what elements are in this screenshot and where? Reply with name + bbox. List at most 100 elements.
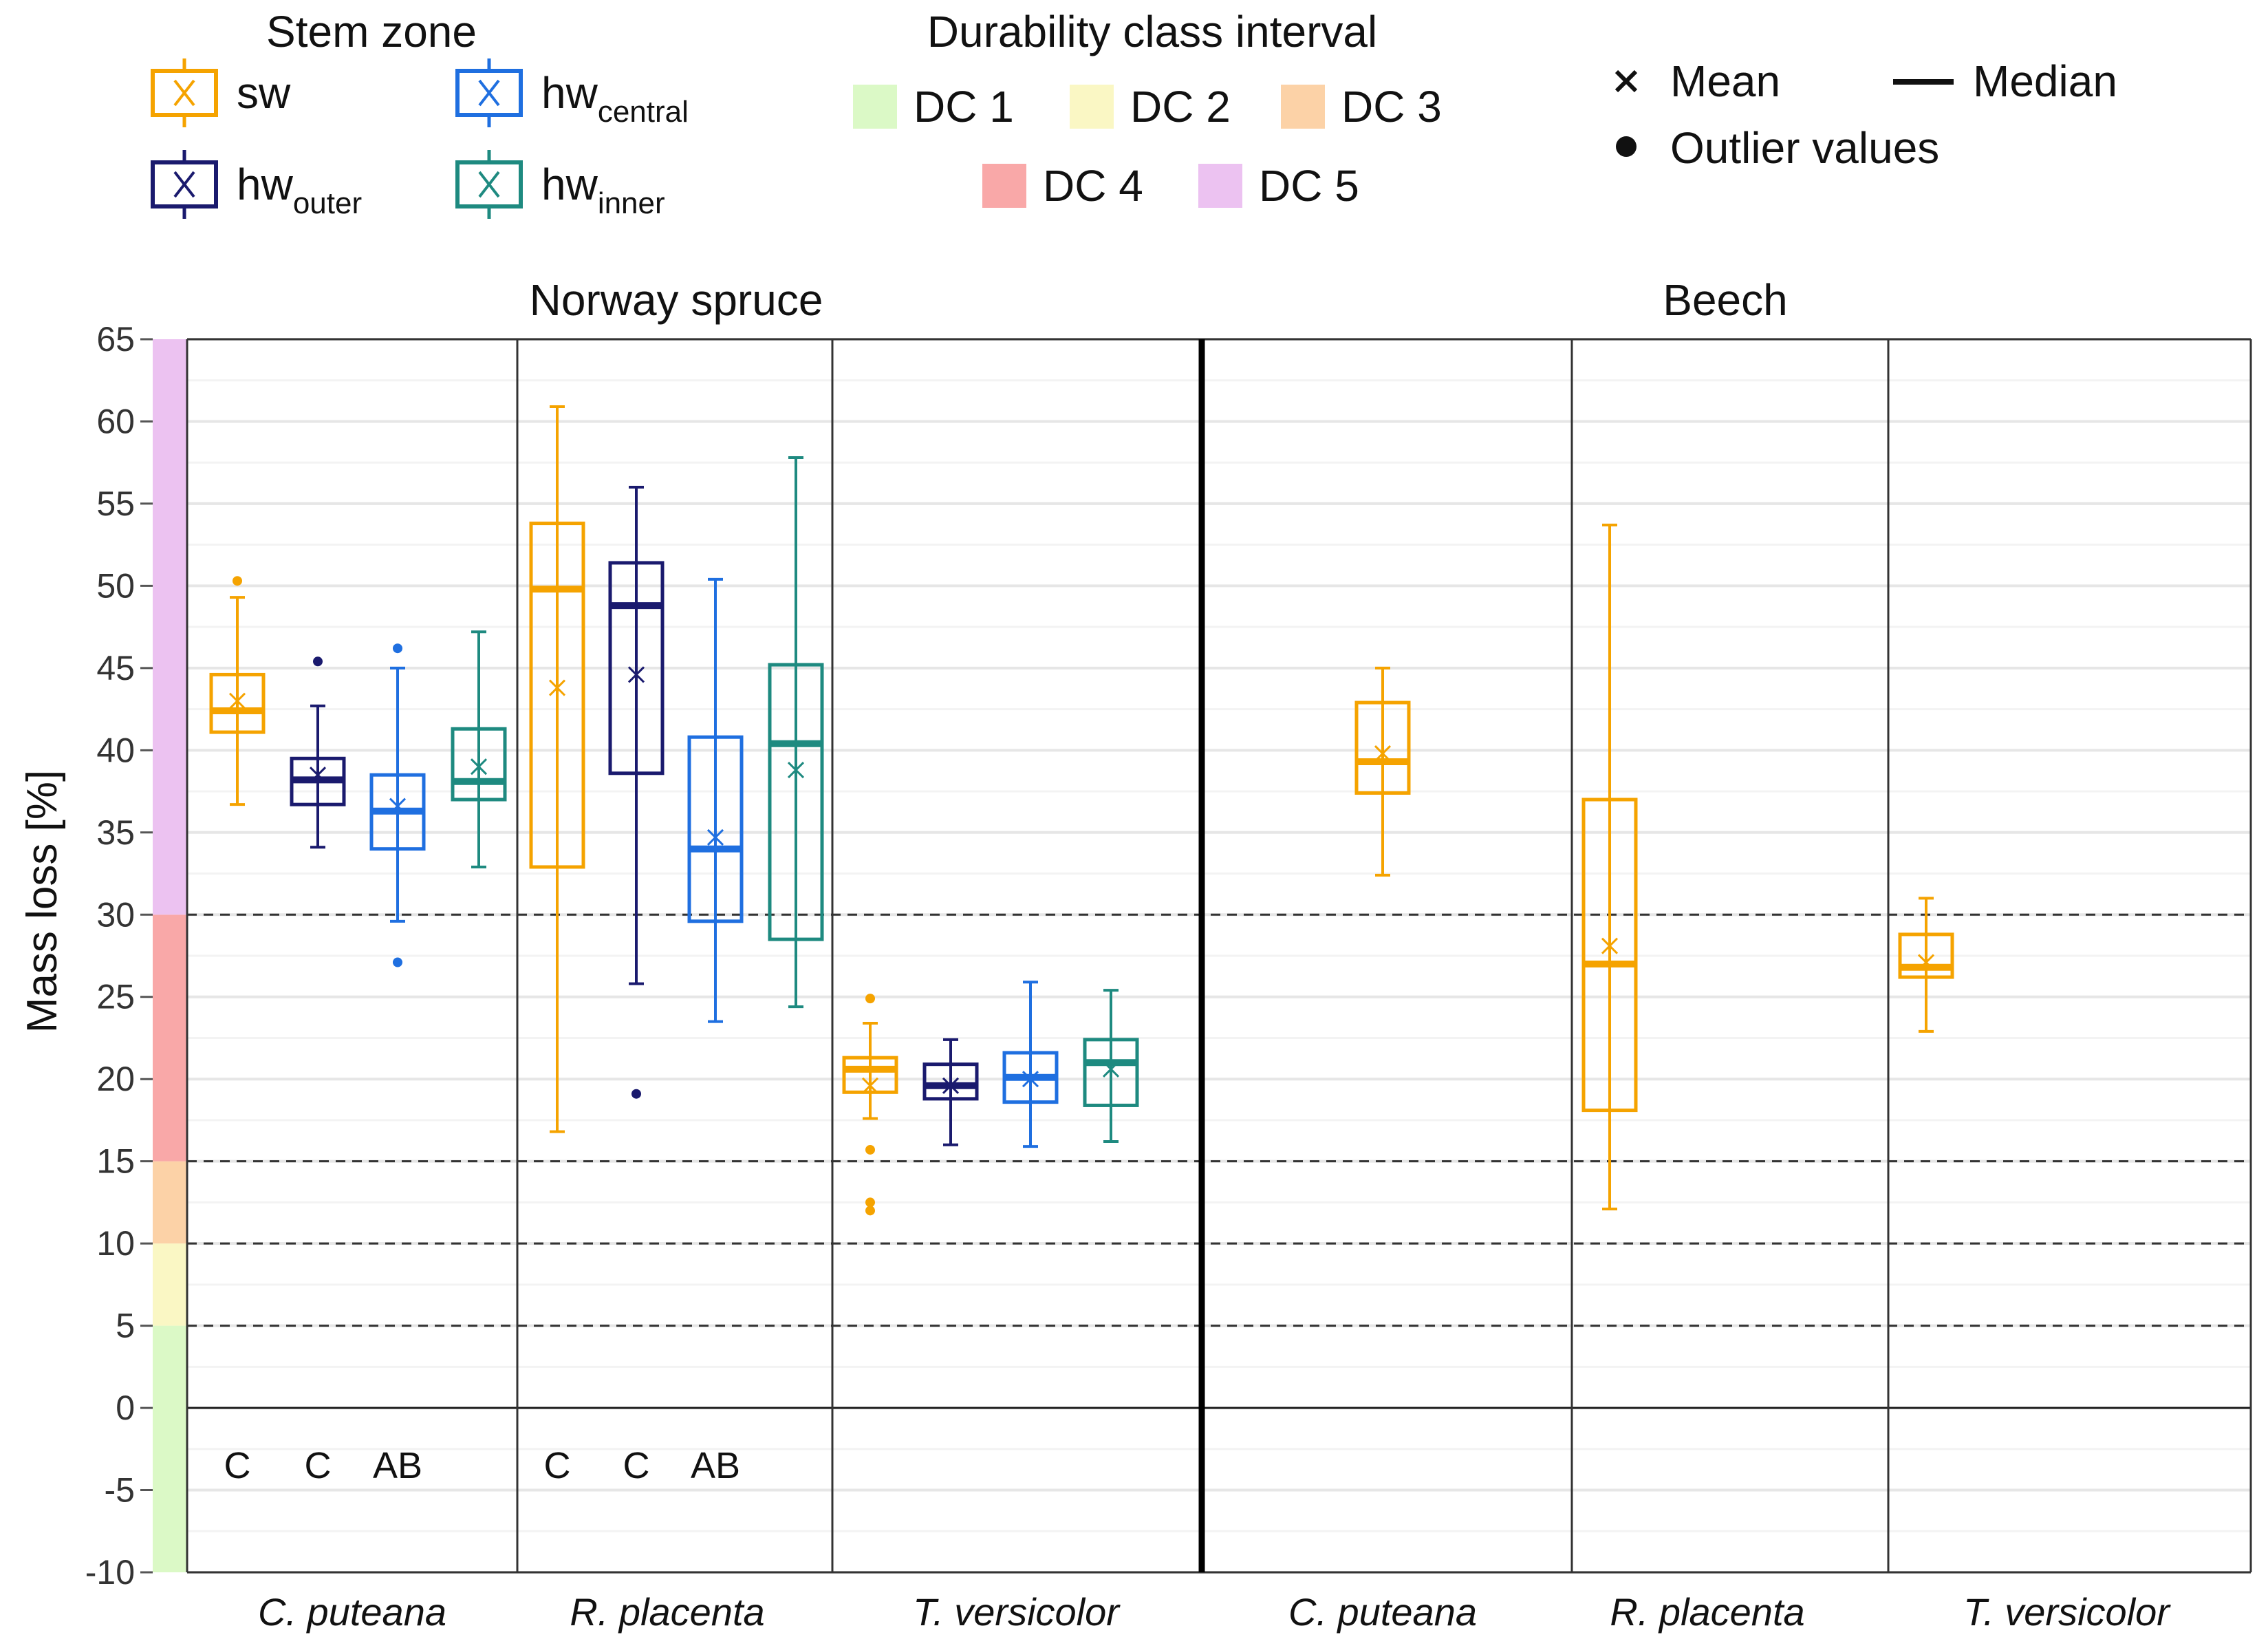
- legend-box: [455, 69, 523, 117]
- legend-stem-label-hw-central: hwcentral: [541, 68, 689, 129]
- y-tick-label: 40: [96, 731, 135, 769]
- box-iqr: [687, 735, 744, 923]
- outlier-symbol-icon: [1616, 136, 1637, 157]
- mean-marker: [309, 767, 327, 784]
- dc-band-dc-2: [153, 1243, 187, 1326]
- y-tick-label: 50: [96, 566, 135, 605]
- dc-band-dc-1: [153, 1325, 187, 1572]
- legend-stem-item-hw-inner: hwinner: [455, 150, 665, 220]
- legend-stem-item-hw-outer: hwouter: [151, 150, 362, 220]
- significance-letter: C: [623, 1445, 650, 1486]
- y-tick-label: 60: [96, 402, 135, 440]
- group-norway-spruce-t-versicolor: T. versicolor: [842, 981, 1139, 1634]
- legend-durability: Durability class interval DC 1 DC 2 DC 3 DC…: [853, 7, 1442, 211]
- box-norway-spruce-t-versicolor-hw-outer: [922, 1038, 979, 1146]
- y-tick-label: 30: [96, 895, 135, 934]
- legend-mean-mark: [478, 171, 500, 198]
- box-norway-spruce-r-placenta-sw: [529, 405, 585, 1133]
- mean-symbol-icon: [1614, 69, 1638, 93]
- outlier-point: [393, 643, 402, 654]
- mean-marker: [228, 692, 246, 709]
- fungus-label-norway-spruce-c-puteana: C. puteana: [258, 1590, 446, 1634]
- legend-dc-item-dc-1: DC 1: [853, 82, 1014, 131]
- box-iqr: [768, 663, 824, 941]
- box-iqr: [1083, 1038, 1139, 1107]
- fungus-label-beech-t-versicolor: T. versicolor: [1963, 1590, 2171, 1634]
- y-tick-label: 15: [96, 1142, 135, 1181]
- outlier-point: [865, 1144, 875, 1155]
- legend-dc-swatch: [1281, 85, 1325, 129]
- outlier-point: [865, 994, 875, 1004]
- box-beech-r-placenta-sw: [1581, 523, 1638, 1210]
- y-tick-label: 25: [96, 978, 135, 1016]
- mean-marker: [861, 1077, 879, 1094]
- y-tick-label: -5: [105, 1471, 135, 1510]
- group-norway-spruce-r-placenta: C C AB R. placenta: [529, 405, 824, 1634]
- outlier-point: [865, 1206, 875, 1216]
- mean-marker: [389, 798, 407, 815]
- outlier-point: [865, 1197, 875, 1208]
- fungus-label-norway-spruce-r-placenta: R. placenta: [570, 1590, 764, 1634]
- mean-marker: [627, 666, 645, 683]
- y-tick-label: 5: [116, 1307, 135, 1345]
- box-norway-spruce-c-puteana-hw-central: [369, 643, 426, 967]
- legend-dc-label-dc-1: DC 1: [914, 82, 1014, 131]
- legend-dc-item-dc-3: DC 3: [1281, 82, 1442, 131]
- y-tick-label: 35: [96, 813, 135, 852]
- outlier-point: [313, 656, 323, 667]
- legend-dc-label-dc-2: DC 2: [1130, 82, 1231, 131]
- outlier-point: [393, 957, 402, 967]
- dc-band-dc-5: [153, 339, 187, 915]
- significance-letter: C: [305, 1445, 332, 1486]
- box-norway-spruce-t-versicolor-sw: [842, 994, 898, 1216]
- legend-stem-item-sw: sw: [151, 58, 291, 127]
- outlier-point: [631, 1089, 641, 1099]
- box-iqr: [529, 522, 585, 869]
- significance-letter: C: [224, 1445, 251, 1486]
- legend-stem-label-hw-inner: hwinner: [541, 160, 665, 220]
- box-iqr: [451, 727, 507, 802]
- legend-stem-zone: Stem zone sw hwouter hwcentral hwinner: [151, 7, 689, 220]
- fungus-label-norway-spruce-t-versicolor: T. versicolor: [913, 1590, 1121, 1634]
- box-iqr: [1354, 700, 1411, 795]
- y-tick-label: -10: [85, 1553, 135, 1592]
- mean-marker: [1102, 1060, 1120, 1078]
- box-beech-c-puteana-sw: [1354, 666, 1411, 877]
- box-iqr: [1898, 932, 1954, 979]
- dc-band-dc-4: [153, 914, 187, 1162]
- dc-band-dc-3: [153, 1161, 187, 1244]
- mean-marker: [787, 761, 805, 779]
- facet-title-norway-spruce: Norway spruce: [530, 275, 823, 325]
- box-norway-spruce-c-puteana-hw-inner: [451, 630, 507, 868]
- y-tick-label: 0: [116, 1389, 135, 1427]
- group-beech-r-placenta: R. placenta: [1581, 523, 1805, 1634]
- mean-marker: [548, 679, 566, 696]
- legend-durability-title: Durability class interval: [927, 7, 1377, 56]
- legend-stem-sub-hw-central: central: [598, 95, 689, 129]
- group-beech-c-puteana: C. puteana: [1288, 666, 1477, 1634]
- significance-letter: AB: [373, 1445, 422, 1486]
- facet-title-beech: Beech: [1663, 275, 1787, 325]
- legend-stem-zone-title: Stem zone: [266, 7, 477, 56]
- legend-stem-sub-hw-outer: outer: [293, 186, 362, 220]
- mean-marker: [1601, 937, 1619, 954]
- legend-stem-label-hw-outer: hwouter: [237, 160, 362, 220]
- mean-marker: [1022, 1071, 1039, 1088]
- box-norway-spruce-t-versicolor-hw-central: [1002, 981, 1059, 1148]
- mean-marker: [1917, 954, 1935, 971]
- box-norway-spruce-r-placenta-hw-outer: [608, 486, 665, 1099]
- box-iqr: [209, 672, 266, 734]
- box-iqr: [842, 1056, 898, 1094]
- box-norway-spruce-c-puteana-hw-outer: [290, 656, 346, 849]
- box-iqr: [1581, 798, 1638, 1113]
- mean-marker: [706, 828, 724, 846]
- fungus-label-beech-c-puteana: C. puteana: [1288, 1590, 1477, 1634]
- box-norway-spruce-t-versicolor-hw-inner: [1083, 989, 1139, 1143]
- fungus-label-beech-r-placenta: R. placenta: [1610, 1590, 1804, 1634]
- y-tick-label: 65: [96, 320, 135, 359]
- significance-letter: C: [544, 1445, 571, 1486]
- legend-dc-label-dc-5: DC 5: [1259, 161, 1359, 211]
- box-iqr: [922, 1062, 979, 1101]
- legend-dc-item-dc-4: DC 4: [982, 161, 1143, 211]
